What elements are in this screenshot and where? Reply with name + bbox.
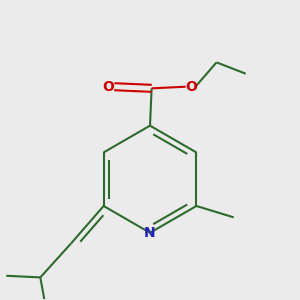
- Text: O: O: [103, 80, 114, 94]
- Text: N: N: [144, 226, 156, 240]
- Text: O: O: [186, 80, 197, 94]
